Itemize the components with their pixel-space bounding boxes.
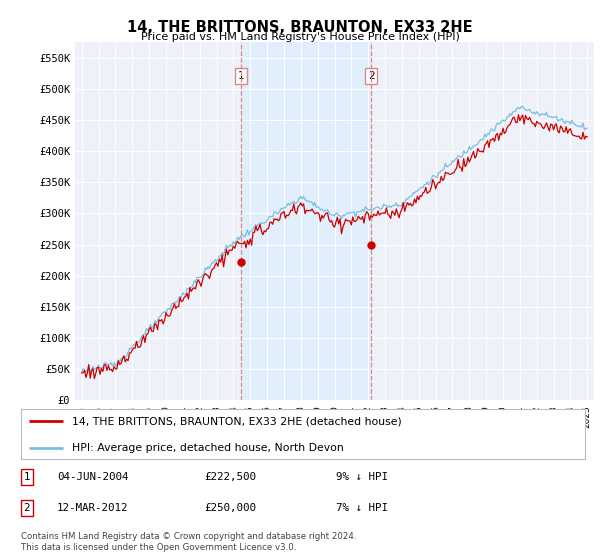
Text: £250,000: £250,000: [204, 503, 256, 513]
Text: £222,500: £222,500: [204, 472, 256, 482]
Text: 12-MAR-2012: 12-MAR-2012: [57, 503, 128, 513]
Text: Contains HM Land Registry data © Crown copyright and database right 2024.: Contains HM Land Registry data © Crown c…: [21, 532, 356, 541]
Text: 2: 2: [23, 503, 31, 513]
Text: Price paid vs. HM Land Registry's House Price Index (HPI): Price paid vs. HM Land Registry's House …: [140, 32, 460, 42]
Text: 04-JUN-2004: 04-JUN-2004: [57, 472, 128, 482]
Text: HPI: Average price, detached house, North Devon: HPI: Average price, detached house, Nort…: [72, 443, 344, 453]
Text: 1: 1: [238, 71, 244, 81]
Text: 1: 1: [23, 472, 31, 482]
Text: This data is licensed under the Open Government Licence v3.0.: This data is licensed under the Open Gov…: [21, 543, 296, 552]
Bar: [241, 42, 371, 400]
Text: 9% ↓ HPI: 9% ↓ HPI: [336, 472, 388, 482]
Text: 14, THE BRITTONS, BRAUNTON, EX33 2HE (detached house): 14, THE BRITTONS, BRAUNTON, EX33 2HE (de…: [72, 417, 401, 426]
Text: 2: 2: [368, 71, 375, 81]
Text: 14, THE BRITTONS, BRAUNTON, EX33 2HE: 14, THE BRITTONS, BRAUNTON, EX33 2HE: [127, 20, 473, 35]
Text: 7% ↓ HPI: 7% ↓ HPI: [336, 503, 388, 513]
